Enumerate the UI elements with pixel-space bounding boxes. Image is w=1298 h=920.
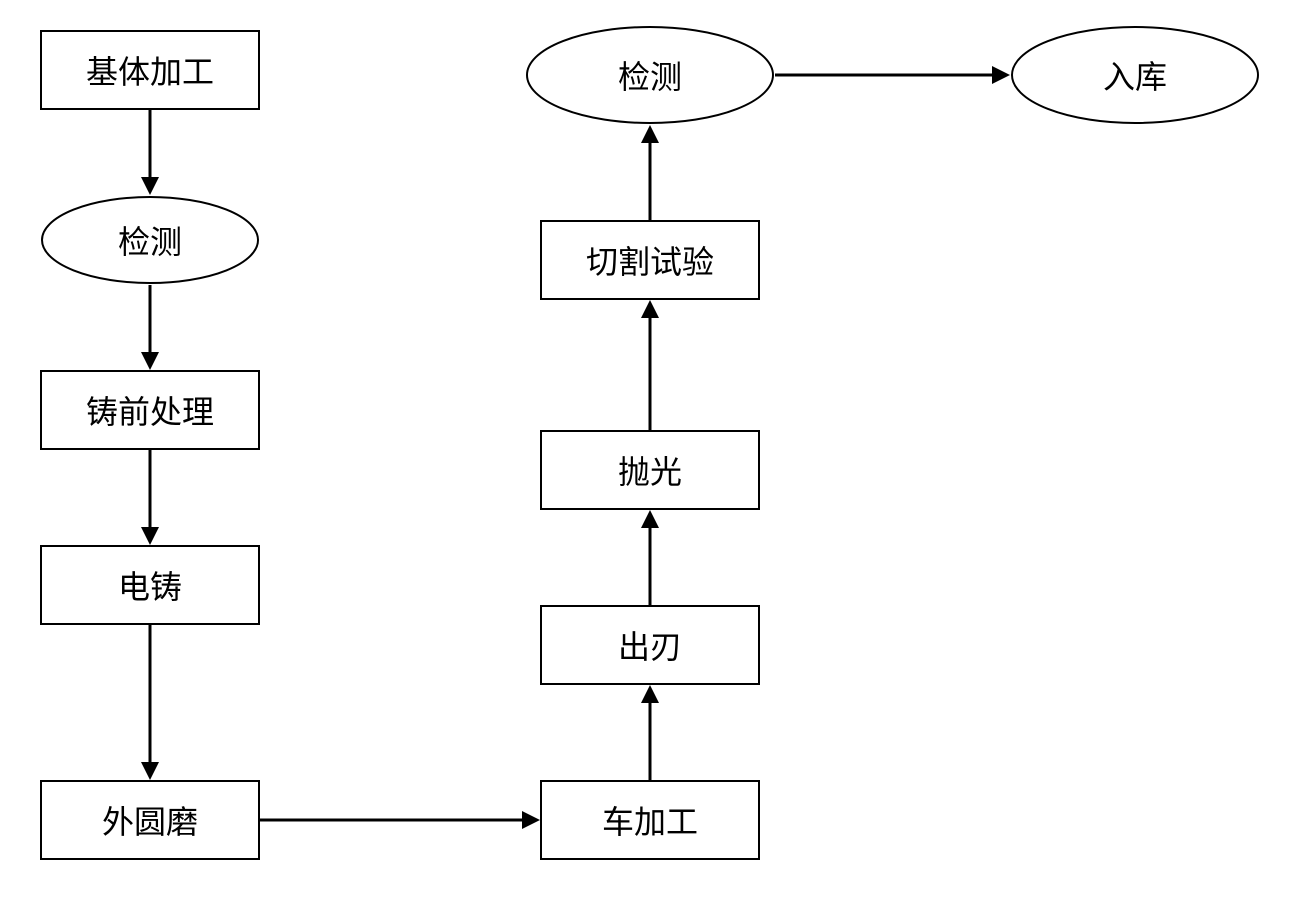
- node-label: 入库: [1103, 52, 1167, 98]
- flowchart-node-n11: 入库: [1010, 25, 1260, 125]
- node-label: 检测: [618, 52, 682, 98]
- flowchart-arrow: [238, 798, 562, 842]
- node-label: 抛光: [618, 447, 682, 493]
- node-label: 铸前处理: [86, 387, 214, 433]
- node-label: 出刃: [618, 622, 682, 668]
- flowchart-arrow: [753, 53, 1032, 97]
- flowchart-arrow: [628, 488, 672, 627]
- flowchart-arrow: [128, 88, 172, 217]
- flowchart-arrow: [628, 278, 672, 452]
- flowchart-arrow: [128, 263, 172, 392]
- node-label: 电铸: [118, 562, 182, 608]
- node-label: 检测: [118, 217, 182, 263]
- flowchart-arrow: [128, 603, 172, 802]
- node-label: 车加工: [602, 797, 698, 843]
- node-label: 切割试验: [586, 237, 714, 283]
- node-label: 基体加工: [86, 47, 214, 93]
- flowchart-arrow: [628, 103, 672, 242]
- node-label: 外圆磨: [102, 797, 198, 843]
- flowchart-arrow: [628, 663, 672, 802]
- flowchart-arrow: [128, 428, 172, 567]
